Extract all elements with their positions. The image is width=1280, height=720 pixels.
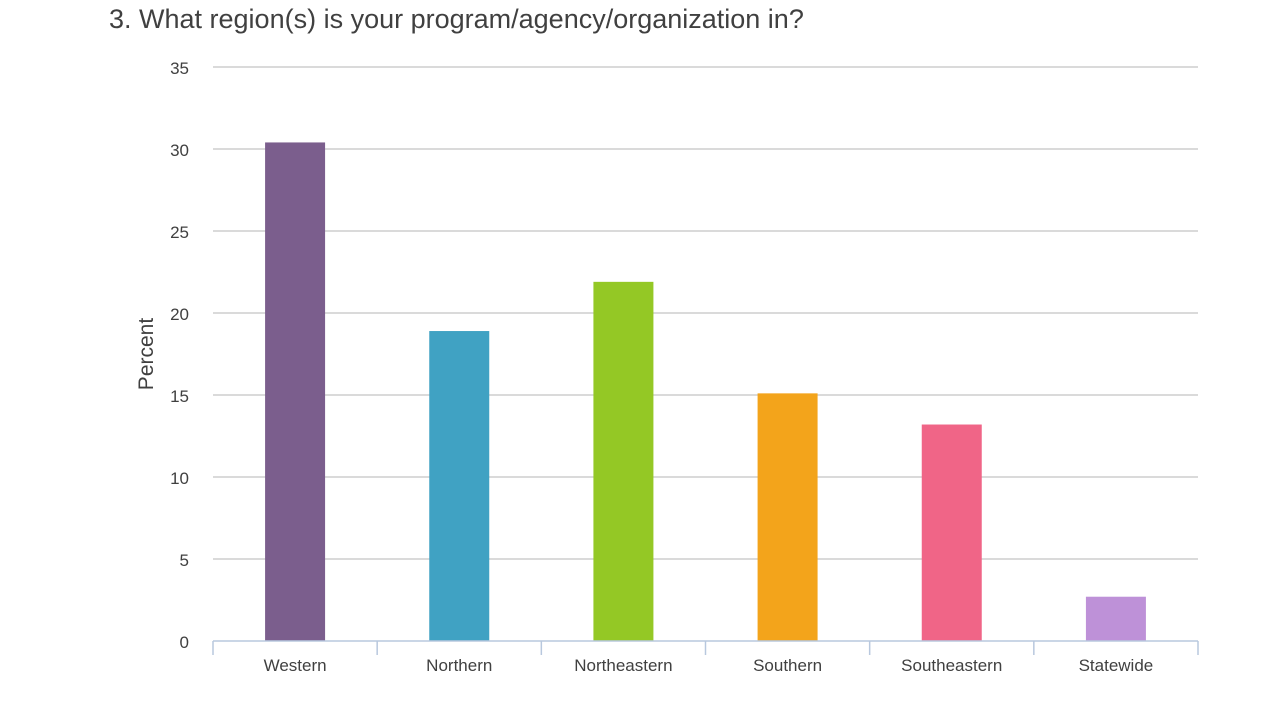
bar-southeastern (921, 424, 982, 641)
y-tick-label: 5 (180, 551, 189, 570)
chart-title: 3. What region(s) is your program/agency… (109, 4, 804, 34)
y-tick-label: 15 (170, 387, 189, 406)
bar-northern (429, 331, 490, 641)
bar-southern (757, 393, 818, 641)
y-tick-label: 0 (180, 633, 189, 652)
y-axis-title: Percent (135, 318, 158, 391)
x-tick-label: Northern (426, 656, 492, 675)
x-tick-label: Southeastern (901, 656, 1002, 675)
bar-statewide (1085, 596, 1146, 641)
x-tick-label: Northeastern (574, 656, 672, 675)
bar-western (265, 142, 326, 641)
x-tick-label: Southern (753, 656, 822, 675)
x-axis (212, 640, 1199, 655)
y-tick-label: 25 (170, 223, 189, 242)
axis-labels: 0 5 10 15 20 25 30 35 Western Northern Northeaster… (170, 59, 1153, 675)
bars (265, 142, 1146, 641)
y-tick-label: 35 (170, 59, 189, 78)
gridlines (213, 66, 1198, 560)
y-tick-label: 20 (170, 305, 189, 324)
x-tick-label: Statewide (1079, 656, 1154, 675)
bar-northeastern (593, 281, 654, 641)
y-tick-label: 30 (170, 141, 189, 160)
x-tick-label: Western (264, 656, 327, 675)
y-tick-label: 10 (170, 469, 189, 488)
